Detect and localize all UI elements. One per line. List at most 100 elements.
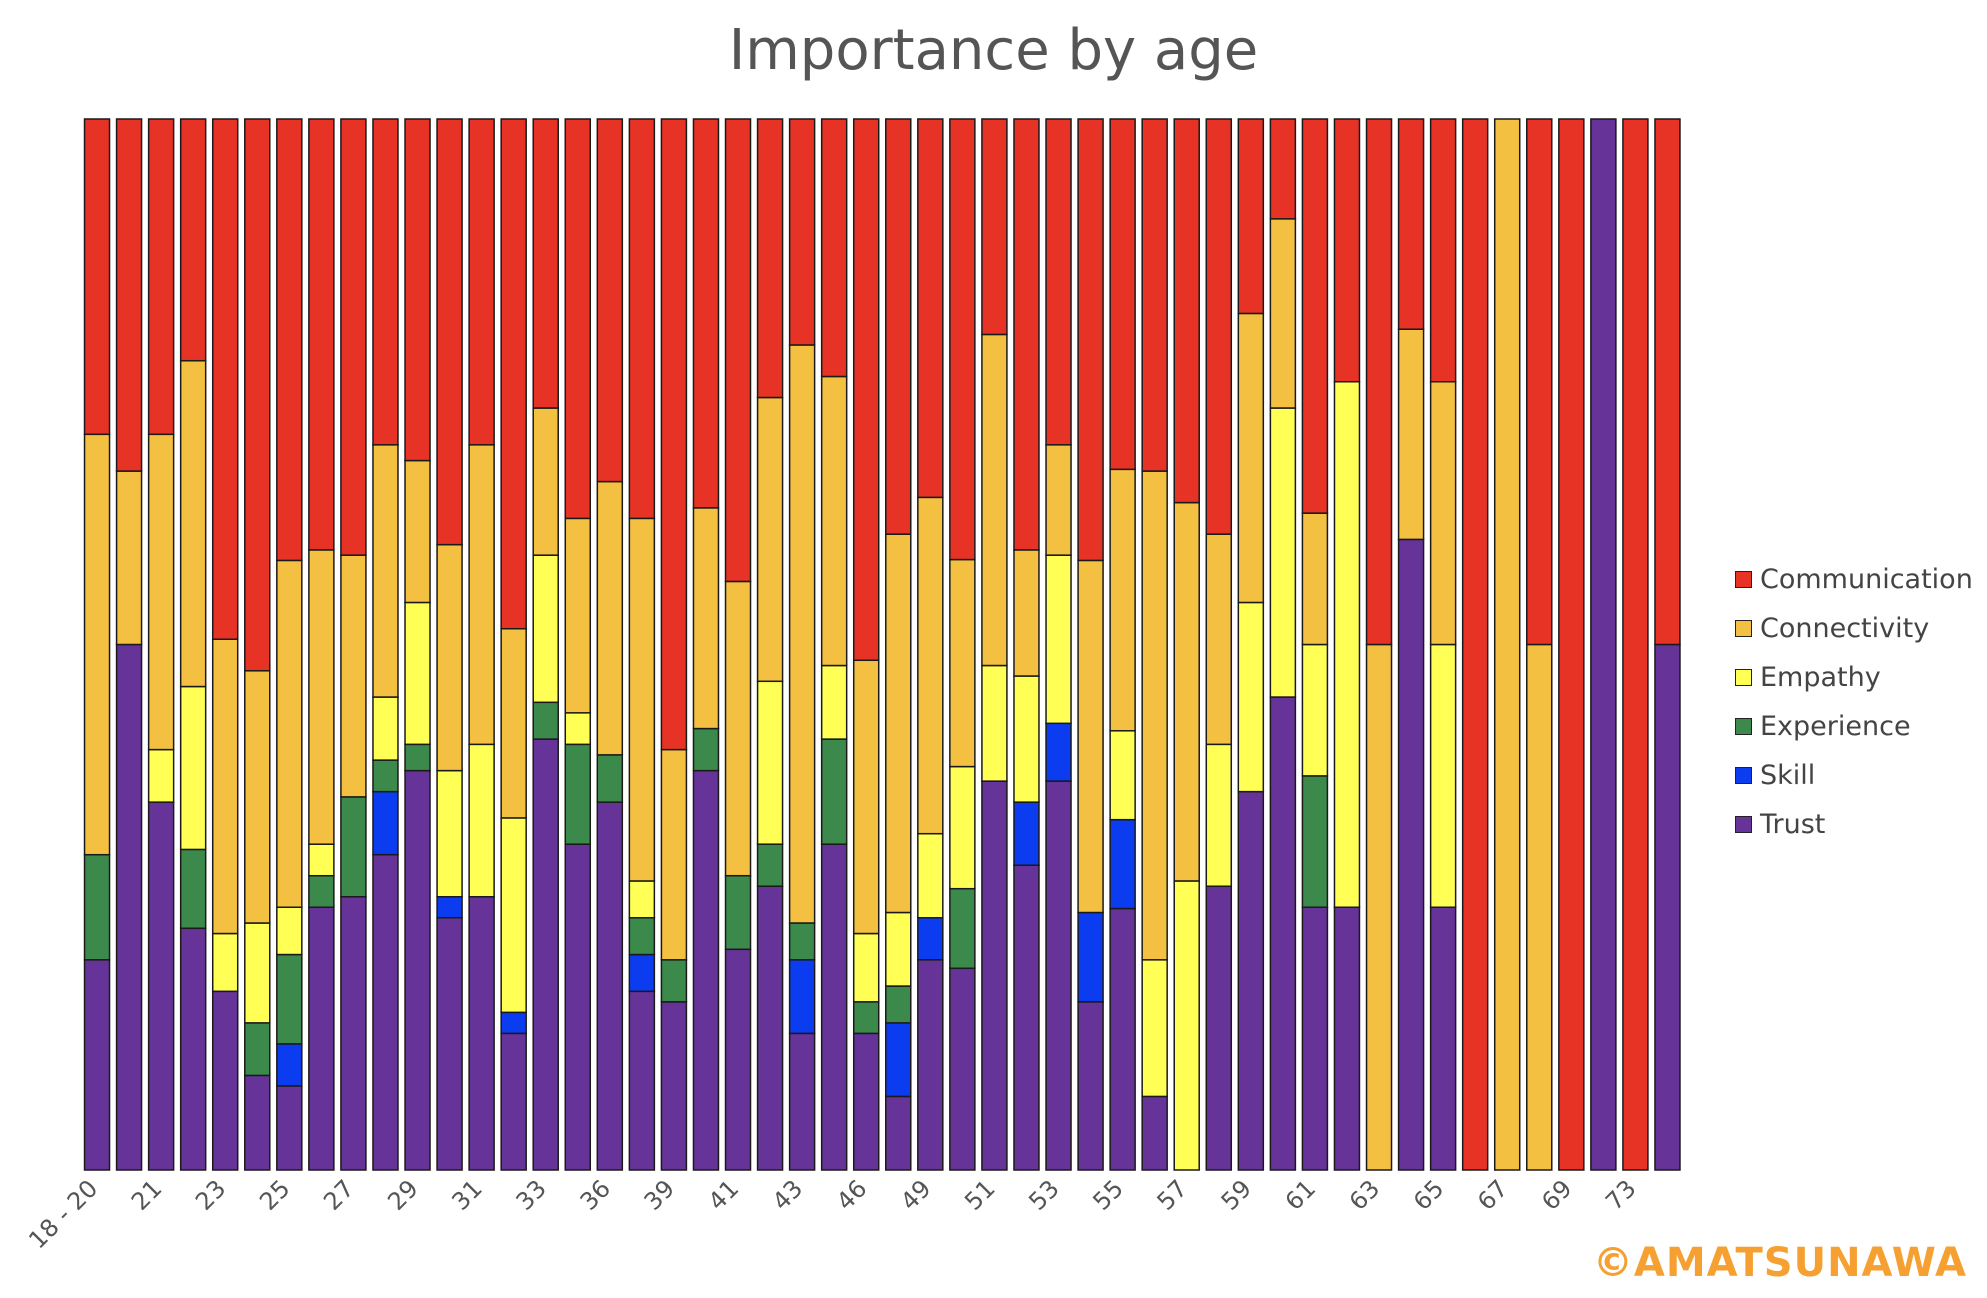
legend-label-communication: Communication [1760, 564, 1973, 595]
bar-segment-experience-38 [1301, 775, 1329, 909]
bar-segment-experience-9 [372, 759, 399, 793]
bar-segment-communication-32 [1109, 118, 1136, 471]
bar-segment-connectivity-37 [1269, 218, 1297, 409]
bar-segment-trust-25 [885, 1095, 912, 1171]
bar-segment-experience-0 [83, 853, 111, 961]
bar-segment-connectivity-22 [788, 344, 816, 924]
bar-segment-experience-24 [852, 1001, 880, 1035]
bar-segment-empathy-17 [628, 880, 656, 919]
bar-segment-connectivity-12 [468, 444, 495, 746]
bar-segment-connectivity-10 [404, 459, 431, 604]
bar-segment-communication-9 [372, 118, 399, 446]
bar-segment-connectivity-30 [1045, 444, 1072, 556]
bar-segment-trust-27 [949, 967, 976, 1171]
bar-segment-empathy-5 [244, 922, 271, 1024]
bar-segment-trust-35 [1205, 885, 1233, 1171]
legend-item-trust: Trust [1735, 800, 1973, 849]
bar-segment-communication-26 [917, 118, 944, 499]
bar-segment-skill-26 [917, 917, 944, 961]
bar-segment-trust-49 [1654, 643, 1681, 1171]
bar-segment-communication-34 [1173, 118, 1200, 504]
bar-segment-empathy-29 [1013, 675, 1040, 803]
bar-segment-trust-4 [211, 990, 239, 1171]
x-tick-label-22: 43 [767, 1174, 808, 1215]
bar-segment-trust-20 [724, 948, 752, 1171]
bar-segment-connectivity-38 [1301, 512, 1329, 646]
bar-segment-trust-5 [244, 1074, 271, 1171]
bar-segment-connectivity-1 [115, 470, 143, 646]
legend-item-skill: Skill [1735, 751, 1973, 800]
bar-segment-trust-32 [1109, 907, 1136, 1171]
bar-segment-experience-8 [340, 796, 367, 898]
legend-item-empathy: Empathy [1735, 653, 1973, 702]
bar-segment-trust-9 [372, 853, 399, 1171]
bar-segment-connectivity-44 [1493, 118, 1521, 1171]
bar-segment-communication-46 [1558, 118, 1585, 1171]
bar-segment-connectivity-40 [1365, 643, 1393, 1171]
x-tick-label-46: 69 [1536, 1174, 1577, 1215]
bar-segment-trust-41 [1397, 538, 1425, 1171]
x-tick-label-18: 39 [639, 1174, 680, 1215]
bar-segment-skill-22 [788, 959, 816, 1035]
bar-segment-experience-22 [788, 922, 816, 961]
legend-swatch-experience [1735, 718, 1752, 735]
bar-segment-empathy-37 [1269, 407, 1297, 698]
bar-segment-skill-13 [500, 1011, 527, 1035]
bar-segment-experience-16 [596, 754, 624, 803]
bar-segment-communication-45 [1526, 118, 1553, 646]
bar-segment-empathy-3 [179, 685, 207, 851]
bar-segment-connectivity-32 [1109, 468, 1136, 732]
bar-segment-communication-36 [1237, 118, 1265, 315]
bar-segment-connectivity-23 [820, 375, 848, 667]
bar-segment-experience-25 [885, 985, 912, 1024]
bar-segment-experience-23 [820, 738, 848, 845]
x-tick-label-14: 33 [511, 1174, 552, 1215]
legend-swatch-skill [1735, 767, 1752, 784]
bar-segment-trust-0 [83, 959, 111, 1171]
bar-segment-connectivity-3 [179, 359, 207, 688]
x-tick-label-44: 67 [1472, 1174, 1513, 1215]
bar-segment-trust-18 [660, 1001, 688, 1171]
legend-swatch-trust [1735, 816, 1752, 833]
bar-segment-empathy-11 [436, 769, 463, 898]
bar-segment-trust-28 [981, 780, 1008, 1171]
bar-segment-communication-28 [981, 118, 1008, 336]
bar-segment-skill-17 [628, 953, 656, 993]
x-tick-label-6: 25 [254, 1174, 295, 1215]
bar-segment-connectivity-33 [1141, 470, 1168, 961]
bar-segment-empathy-21 [756, 680, 784, 845]
bar-segment-empathy-7 [308, 843, 335, 877]
bar-segment-communication-15 [564, 118, 592, 520]
x-tick-label-28: 51 [959, 1174, 1000, 1215]
x-tick-label-32: 55 [1087, 1174, 1128, 1215]
legend-label-experience: Experience [1760, 711, 1911, 742]
bar-segment-communication-5 [244, 118, 271, 672]
bar-segment-trust-8 [340, 895, 367, 1171]
x-tick-label-16: 36 [575, 1174, 616, 1215]
legend-swatch-communication [1735, 571, 1752, 588]
bar-segment-communication-0 [83, 118, 111, 436]
bar-segment-experience-20 [724, 874, 752, 951]
legend-item-communication: Communication [1735, 555, 1973, 604]
bar-segment-communication-21 [756, 118, 784, 399]
bar-segment-empathy-35 [1205, 743, 1233, 887]
bar-segment-communication-39 [1333, 118, 1361, 383]
bar-segment-trust-30 [1045, 780, 1072, 1171]
bar-segment-communication-27 [949, 118, 976, 561]
bar-segment-communication-18 [660, 118, 688, 751]
bar-segment-connectivity-26 [917, 496, 944, 835]
legend-label-skill: Skill [1760, 760, 1816, 791]
bar-segment-experience-17 [628, 917, 656, 956]
bar-segment-connectivity-17 [628, 517, 656, 882]
bar-segment-communication-42 [1429, 118, 1457, 383]
bar-segment-empathy-2 [147, 748, 175, 803]
bar-segment-communication-30 [1045, 118, 1072, 446]
bar-segment-experience-15 [564, 743, 592, 845]
bar-segment-trust-38 [1301, 906, 1329, 1171]
bar-segment-experience-14 [532, 701, 559, 740]
legend-swatch-empathy [1735, 669, 1752, 686]
bar-segment-connectivity-34 [1173, 501, 1200, 882]
bar-segment-trust-14 [532, 738, 559, 1171]
legend-item-connectivity: Connectivity [1735, 604, 1973, 653]
bar-segment-trust-29 [1013, 864, 1040, 1171]
